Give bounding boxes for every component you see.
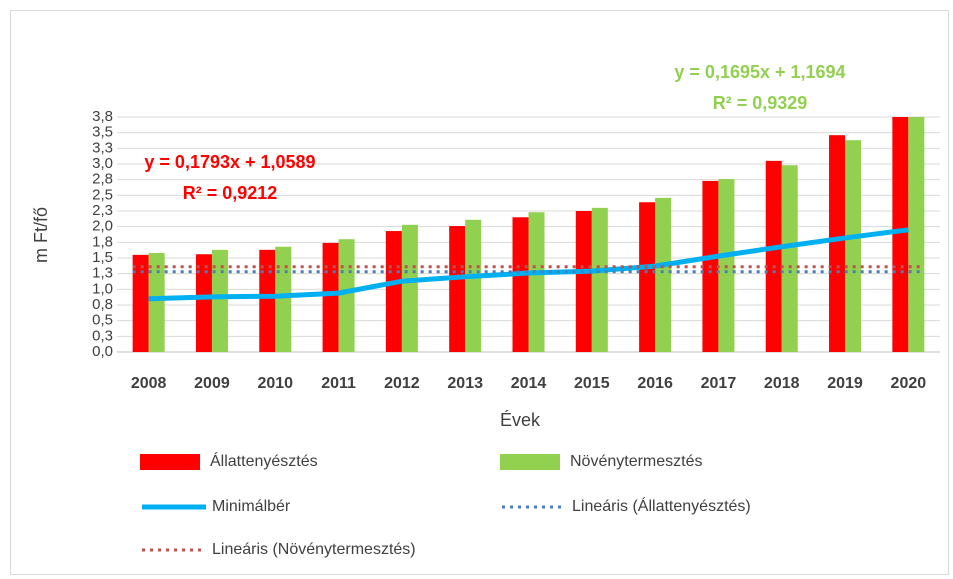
x-tick-label: 2015 — [574, 375, 610, 392]
bar — [449, 226, 466, 352]
bar — [765, 160, 782, 352]
bar — [528, 212, 545, 352]
y-tick-label: 0,3 — [92, 327, 113, 344]
y-tick-label: 3,8 — [92, 108, 113, 125]
bar — [132, 254, 149, 352]
trend-equation: y = 0,1793x + 1,0589 — [144, 152, 315, 172]
x-tick-label: 2009 — [194, 375, 230, 392]
bar — [591, 207, 608, 352]
x-tick-label: 2019 — [827, 375, 863, 392]
line-series — [148, 227, 909, 302]
bar — [512, 217, 529, 352]
trend-equation: y = 0,1695x + 1,1694 — [674, 62, 845, 82]
bar — [829, 135, 846, 352]
y-tick-label: 2,0 — [92, 218, 113, 235]
bar — [401, 224, 418, 352]
legend-label: Állattenyésztés — [210, 451, 318, 470]
bar — [275, 246, 292, 352]
x-tick-label: 2017 — [701, 375, 737, 392]
x-tick-label: 2011 — [321, 375, 356, 392]
bar — [575, 211, 592, 352]
bar — [781, 165, 798, 352]
y-tick-label: 2,5 — [92, 186, 113, 203]
y-tick-label: 0,0 — [92, 343, 113, 360]
y-tick-label: 3,5 — [92, 124, 113, 141]
y-tick-label: 1,5 — [92, 249, 113, 266]
bar — [259, 249, 276, 352]
bar — [845, 140, 862, 352]
bar — [148, 252, 165, 352]
bar — [211, 249, 228, 352]
x-tick-label: 2013 — [447, 375, 483, 392]
x-tick-label: 2010 — [257, 375, 293, 392]
legend-label: Minimálbér — [212, 498, 291, 515]
y-tick-label: 1,0 — [92, 280, 113, 297]
trend-equation: R² = 0,9329 — [713, 93, 808, 113]
y-axis-title: m Ft/fő — [31, 207, 51, 263]
bar — [465, 219, 482, 352]
bar — [639, 202, 656, 352]
y-tick-label: 2,3 — [92, 202, 113, 219]
legend-swatch — [140, 454, 200, 470]
legend-label: Növénytermesztés — [570, 453, 703, 470]
bar — [655, 197, 672, 352]
x-tick-label: 2012 — [384, 375, 420, 392]
bar — [385, 231, 402, 352]
bar — [195, 254, 212, 352]
legend-swatch — [500, 454, 560, 470]
trend-equation: R² = 0,9212 — [183, 183, 278, 203]
y-tick-label: 2,8 — [92, 171, 113, 188]
bar — [338, 239, 355, 352]
x-tick-label: 2008 — [131, 375, 167, 392]
legend-label: Lineáris (Növénytermesztés) — [212, 541, 416, 558]
x-tick-label: 2020 — [891, 375, 927, 392]
x-tick-label: 2016 — [637, 375, 673, 392]
bar — [892, 117, 909, 352]
x-tick-label: 2014 — [511, 375, 547, 392]
y-tick-label: 1,3 — [92, 265, 113, 282]
y-tick-label: 3,0 — [92, 155, 113, 172]
y-tick-label: 0,8 — [92, 296, 113, 313]
y-tick-label: 3,3 — [92, 139, 113, 156]
bar — [322, 242, 339, 352]
x-tick-label: 2018 — [764, 375, 800, 392]
y-tick-label: 1,8 — [92, 233, 113, 250]
x-axis-title: Évek — [500, 410, 541, 430]
bar — [908, 117, 925, 352]
y-tick-label: 0,5 — [92, 312, 113, 329]
legend-label: Lineáris (Állattenyésztés) — [572, 496, 751, 515]
